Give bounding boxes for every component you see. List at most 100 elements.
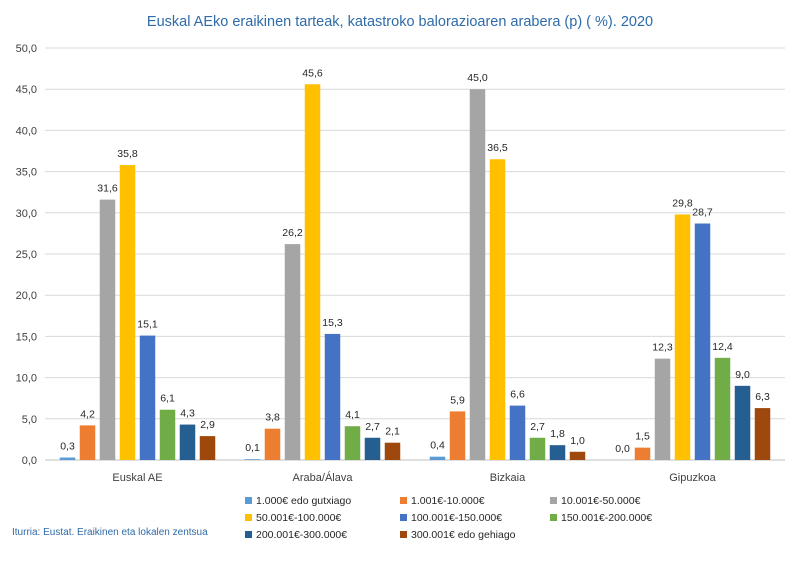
bar <box>694 223 711 460</box>
legend-label: 150.001€-200.000€ <box>561 512 652 524</box>
x-category-label: Gipuzkoa <box>669 472 716 484</box>
bar <box>344 426 361 460</box>
bar <box>529 437 546 460</box>
bar <box>449 411 466 460</box>
data-label: 6,1 <box>160 393 175 405</box>
legend-label: 100.001€-150.000€ <box>411 512 502 524</box>
data-label: 4,2 <box>80 408 95 420</box>
legend-swatch <box>245 497 252 504</box>
y-tick-label: 15,0 <box>16 331 37 343</box>
bar <box>469 89 486 460</box>
bar <box>264 428 281 460</box>
gridlines <box>45 47 785 461</box>
legend-swatch <box>550 514 557 521</box>
bars <box>59 84 771 461</box>
data-label: 2,7 <box>530 421 545 433</box>
bar <box>634 447 651 460</box>
bar <box>99 199 116 460</box>
legend-label: 300.001€ edo gehiago <box>411 529 516 541</box>
legend: 1.000€ edo gutxiago 1.001€-10.000€ 10.001€… <box>245 495 652 541</box>
bar <box>119 165 136 460</box>
bar <box>59 457 76 460</box>
y-tick-label: 5,0 <box>22 414 37 426</box>
bar <box>179 424 196 460</box>
bar <box>674 214 691 460</box>
data-label: 31,6 <box>97 183 118 195</box>
y-tick-label: 50,0 <box>16 43 37 55</box>
data-label: 15,1 <box>137 319 158 331</box>
x-category-label: Bizkaia <box>490 472 526 484</box>
bar <box>79 425 96 460</box>
data-label: 0,0 <box>615 443 630 455</box>
x-category-label: Euskal AE <box>112 472 162 484</box>
source-note: Iturria: Eustat. Eraikinen eta lokalen z… <box>12 527 208 538</box>
y-tick-label: 25,0 <box>16 249 37 261</box>
y-tick-label: 10,0 <box>16 373 37 385</box>
data-label: 4,1 <box>345 409 360 421</box>
bar <box>489 159 506 461</box>
data-label: 45,6 <box>302 67 323 79</box>
legend-label: 1.000€ edo gutxiago <box>256 495 351 507</box>
legend-swatch <box>550 497 557 504</box>
data-label: 35,8 <box>117 148 138 160</box>
data-label: 5,9 <box>450 394 465 406</box>
data-label: 12,3 <box>652 342 673 354</box>
data-labels: 0,3 4,2 31,6 35,8 15,1 6,1 4,3 2,9 0,1 3,8 26,2 45,… <box>60 67 770 455</box>
data-label: 3,8 <box>265 412 280 424</box>
data-label: 1,5 <box>635 431 650 443</box>
y-tick-label: 20,0 <box>16 290 37 302</box>
bar <box>384 442 401 460</box>
data-label: 29,8 <box>672 197 693 209</box>
legend-label: 1.001€-10.000€ <box>411 495 485 507</box>
legend-swatch <box>245 514 252 521</box>
data-label: 28,7 <box>692 207 713 219</box>
bar <box>324 333 341 460</box>
bar <box>549 445 566 460</box>
data-label: 9,0 <box>735 369 750 381</box>
bar <box>754 408 771 460</box>
y-axis: 0,0 5,0 10,0 15,0 20,0 25,0 30,0 35,0 40,0 45,0 50… <box>16 43 37 467</box>
legend-swatch <box>400 497 407 504</box>
y-tick-label: 30,0 <box>16 208 37 220</box>
data-label: 0,3 <box>60 441 75 453</box>
data-label: 26,2 <box>282 227 303 239</box>
data-label: 2,9 <box>200 419 215 431</box>
data-label: 0,4 <box>430 440 445 452</box>
legend-label: 200.001€-300.000€ <box>256 529 347 541</box>
bar <box>509 405 526 460</box>
bar <box>734 385 751 460</box>
y-tick-label: 35,0 <box>16 167 37 179</box>
bar <box>244 459 261 460</box>
legend-swatch <box>245 531 252 538</box>
bar <box>569 451 586 460</box>
legend-swatch <box>400 514 407 521</box>
bar <box>139 335 156 460</box>
legend-label: 50.001€-100.000€ <box>256 512 341 524</box>
legend-swatch <box>400 531 407 538</box>
data-label: 15,3 <box>322 317 343 329</box>
bar <box>199 436 216 460</box>
bar <box>654 358 671 460</box>
data-label: 12,4 <box>712 341 733 353</box>
data-label: 45,0 <box>467 72 488 84</box>
bar <box>364 437 381 460</box>
bar <box>429 456 446 460</box>
data-label: 6,6 <box>510 389 525 401</box>
y-tick-label: 40,0 <box>16 125 37 137</box>
data-label: 36,5 <box>487 142 508 154</box>
data-label: 2,1 <box>385 426 400 438</box>
data-label: 4,3 <box>180 408 195 420</box>
data-label: 1,8 <box>550 428 565 440</box>
chart-title: Euskal AEko eraikinen tarteak, katastrok… <box>147 14 653 30</box>
data-label: 0,1 <box>245 442 260 454</box>
data-label: 2,7 <box>365 421 380 433</box>
y-tick-label: 45,0 <box>16 84 37 96</box>
bar <box>159 409 176 460</box>
bar <box>304 84 321 461</box>
y-tick-label: 0,0 <box>22 455 37 467</box>
bar <box>284 244 301 460</box>
legend-label: 10.001€-50.000€ <box>561 495 641 507</box>
bar <box>714 357 731 460</box>
x-axis: Euskal AE Araba/Álava Bizkaia Gipuzkoa <box>112 471 716 484</box>
